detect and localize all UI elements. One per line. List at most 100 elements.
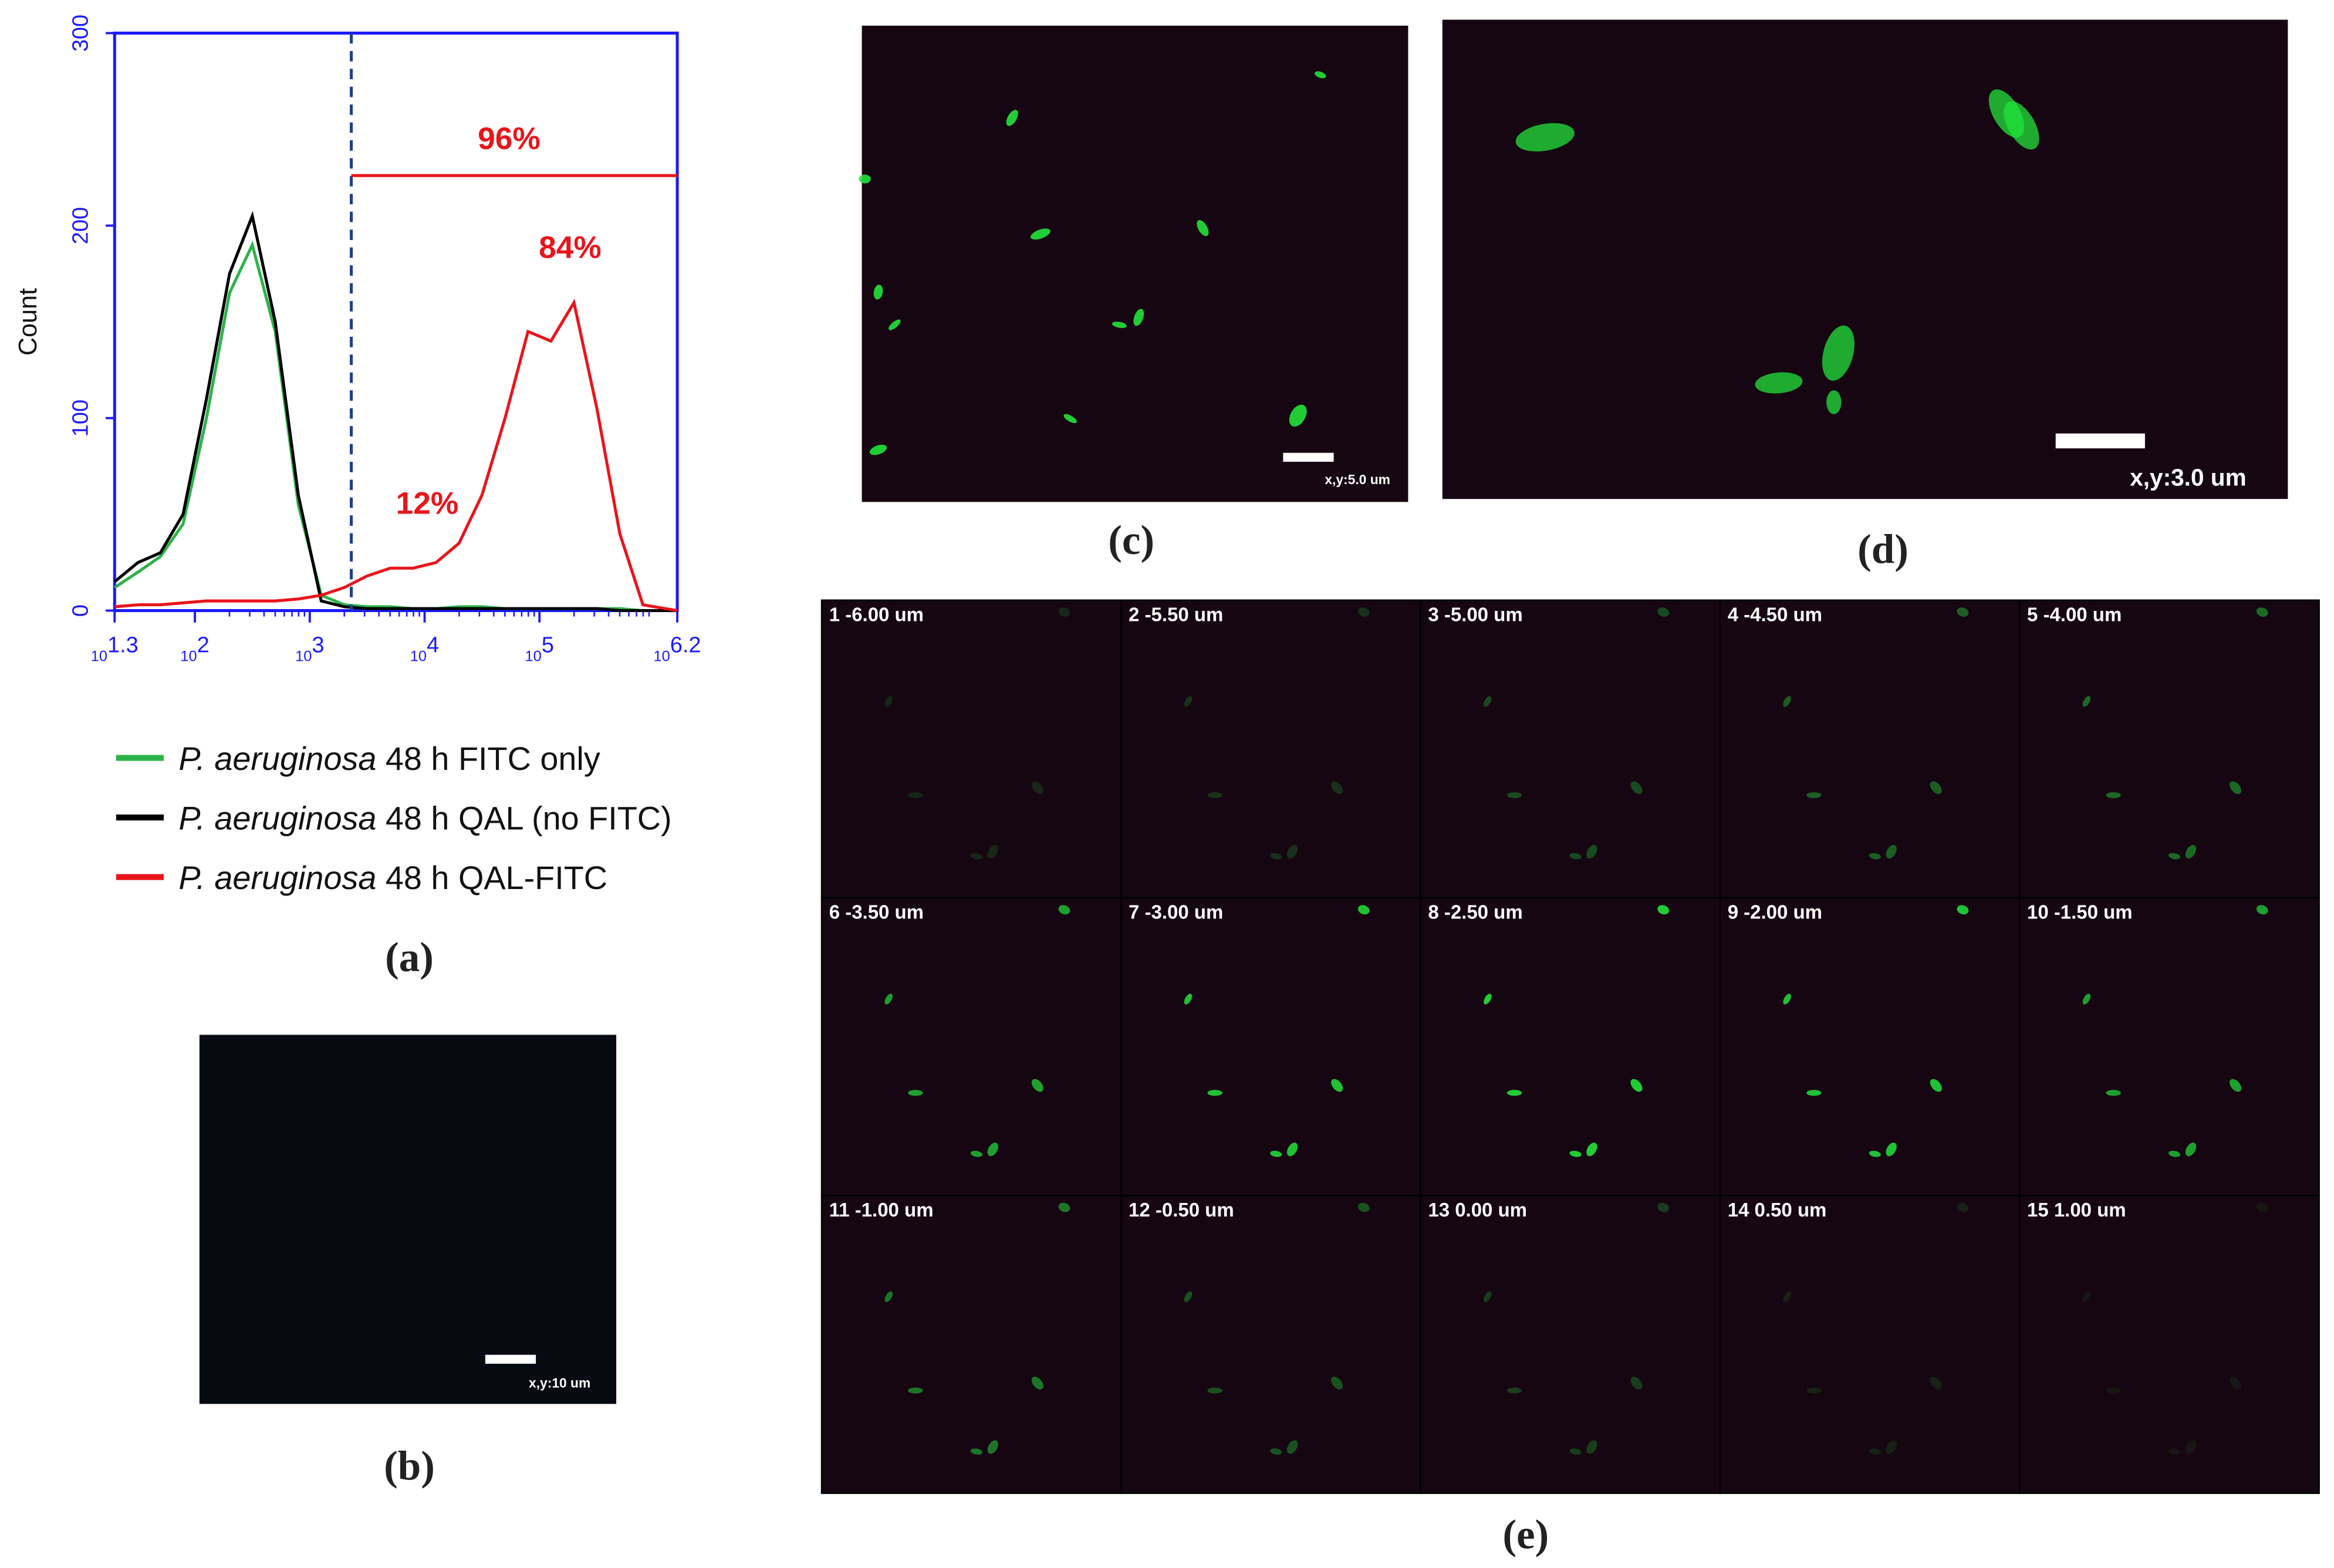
cell [1184,1291,1193,1302]
slice-label: 4 -4.50 um [1728,603,1822,625]
x-tick-base: 10 [180,648,197,665]
cell [1484,1291,1492,1302]
x-tick-base: 10 [410,648,427,665]
slices: 1 -6.00 um 2 -5.50 um 3 -5.00 um 4 -4.50 um… [820,599,2320,1494]
slice-label: 14 0.50 um [1728,1199,1827,1221]
cell [1806,1090,1822,1096]
micrograph-e [822,600,2319,1493]
legend-condition: 48 h FITC only [386,740,600,777]
cell [873,285,883,300]
cell [1657,607,1670,617]
cell [869,444,887,455]
slice-label: 7 -3.00 um [1129,901,1223,923]
cell [1270,1150,1282,1157]
cell [2004,101,2039,150]
cell [1315,71,1326,79]
cell [1484,696,1492,707]
x-tick-exponent: 6.2 [670,633,701,658]
cell [2169,1150,2181,1157]
cell [1207,1387,1222,1394]
cell [1930,1079,1942,1092]
cell [1569,1448,1582,1455]
cell [1869,1150,1881,1157]
x-tick-exponent: 1.3 [107,633,139,658]
cell [2256,1202,2268,1212]
slice-label: 5 -4.00 um [2027,603,2122,625]
cell [884,696,893,707]
panel-label: (b) [384,1444,435,1489]
histogram-line [113,211,678,613]
plot-frame [113,31,679,613]
cell [859,174,871,184]
x-tick-label: 106.2 [653,633,701,665]
cell [1357,1202,1370,1212]
cell [1586,1143,1597,1157]
cell [2185,1143,2197,1157]
cell [2256,607,2268,617]
x-tick-label: 104 [410,633,439,665]
slice-label: 8 -2.50 um [1428,901,1522,923]
x-tick-label: 105 [525,633,554,665]
y-tick-label: 200 [69,207,93,244]
cell [908,792,923,799]
slice-label: 10 -1.50 um [2027,901,2133,923]
x-tick-exponent: 5 [542,633,554,658]
cell [2106,1090,2121,1096]
cell [1783,696,1791,707]
slice-frame [2019,1195,2320,1494]
cell [1569,1150,1582,1157]
cell [1869,853,1881,860]
y-tick-label: 300 [69,15,93,52]
x-tick-base: 10 [525,648,542,665]
cell [1886,1143,1897,1157]
cell [1058,1202,1070,1212]
cell [970,1448,982,1455]
cell [2082,993,2091,1005]
cell [1357,905,1370,915]
histogram-line [114,298,678,613]
x-tick-exponent: 4 [427,633,439,658]
cell [1331,1377,1343,1390]
scale-text: x,y:10 um [529,1375,590,1390]
cell [1507,792,1522,799]
cell [1930,1377,1942,1390]
cell [2106,1387,2121,1394]
cell [2106,792,2121,799]
cell [1058,607,1070,617]
legend-species: P. aeruginosa [178,740,386,777]
cell [1270,1448,1282,1455]
cell [1331,1079,1343,1092]
cell [2230,1079,2242,1092]
cell [1286,1143,1298,1157]
panel-label: (c) [1108,518,1154,563]
cell [970,853,982,860]
slice-label: 11 -1.00 um [829,1199,934,1221]
cell [1031,228,1051,240]
legend-label: P. aeruginosa 48 h FITC only [178,740,600,777]
cell [987,844,998,859]
x-tick-base: 10 [295,648,312,665]
cell [1507,1090,1522,1096]
cell [1184,993,1193,1005]
y-tick-label: 100 [69,400,93,437]
legend-label: P. aeruginosa 48 h QAL-FITC [178,859,607,896]
slice-label: 9 -2.00 um [1728,901,1822,923]
legend-condition: 48 h QAL-FITC [386,859,607,896]
scale-text: x,y:5.0 um [1325,472,1390,487]
panel-label: (e) [1502,1512,1549,1557]
cell [1657,905,1670,915]
legend-label: P. aeruginosa 48 h QAL (no FITC) [178,799,671,836]
cell [889,319,901,330]
cell [1586,844,1597,859]
cell [2185,1440,2197,1454]
cell [1207,1090,1222,1096]
cell [2230,781,2242,795]
cell [1822,325,1855,381]
cell [2185,844,2197,859]
cell [1063,414,1077,424]
cell [1869,1448,1881,1455]
cell [2230,1377,2242,1390]
cell [1112,322,1127,328]
cell [1630,1079,1643,1092]
